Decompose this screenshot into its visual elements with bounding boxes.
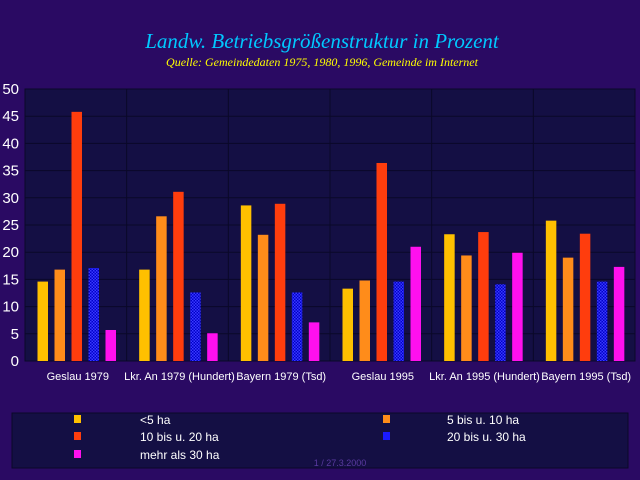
y-tick-label: 0 [11,353,19,370]
footer-text: 1 / 27.3.2000 [314,458,367,468]
legend-label: 5 bis u. 10 ha [447,413,519,427]
bar [139,269,150,361]
y-tick-label: 45 [2,108,19,125]
bar [461,255,472,361]
bar [54,269,65,361]
chart-title: Landw. Betriebsgrößenstruktur in Prozent [144,29,500,53]
bar [71,111,82,362]
x-category-label: Bayern 1979 (Tsd) [236,371,326,383]
legend-swatch [74,450,81,458]
bar [105,329,116,361]
bar [562,257,574,361]
legend-swatch [383,432,390,440]
legend-swatch [383,415,390,423]
x-category-label: Lkr. An 1995 (Hundert) [429,371,540,383]
bar [359,280,370,361]
y-tick-label: 20 [2,244,19,261]
bar [342,288,353,361]
bar [613,266,625,361]
y-tick-label: 15 [2,271,19,288]
legend: <5 ha 5 bis u. 10 ha 10 bis u. 20 ha 20 bis… [74,413,526,462]
bar [291,292,303,361]
bar [495,284,506,361]
bar [512,252,523,361]
legend-label: <5 ha [140,413,171,427]
bar [190,292,201,361]
bar [240,205,252,361]
y-tick-label: 30 [2,190,19,207]
x-category-label: Bayern 1995 (Tsd) [541,371,631,383]
y-tick-label: 35 [2,163,19,180]
bar [410,246,421,361]
bar [478,232,489,361]
bar [274,203,286,361]
y-tick-label: 40 [2,135,19,152]
bar [393,281,404,361]
bar [257,234,269,361]
legend-label: 20 bis u. 30 ha [447,430,526,444]
legend-swatch [74,415,81,423]
legend-swatch [74,432,81,440]
bar [173,191,184,361]
bar [376,162,387,361]
y-tick-label: 50 [2,81,19,98]
bar [545,220,557,361]
x-category-label: Geslau 1995 [352,371,414,383]
legend-box [11,412,629,469]
y-tick-label: 25 [2,217,19,234]
grid-lines [25,89,635,361]
x-axis-categories: Geslau 1979 Lkr. An 1979 (Hundert) Bayern … [47,371,631,383]
legend-label: 10 bis u. 20 ha [140,430,219,444]
bars [37,111,625,362]
bar [444,234,455,361]
bar [88,267,99,361]
y-tick-label: 10 [2,299,19,316]
legend-label: mehr als 30 ha [140,448,220,462]
y-axis-ticks: 0 5 10 15 20 25 30 35 40 45 50 [2,81,19,370]
bar [579,233,591,361]
y-tick-label: 5 [11,326,19,343]
bar [308,322,320,361]
chart-subtitle: Quelle: Gemeindedaten 1975, 1980, 1996, … [166,55,479,69]
bar [156,216,167,361]
bar [596,281,608,361]
bar [37,281,48,361]
x-category-label: Lkr. An 1979 (Hundert) [124,371,235,383]
x-category-label: Geslau 1979 [47,371,109,383]
bar [207,333,218,361]
